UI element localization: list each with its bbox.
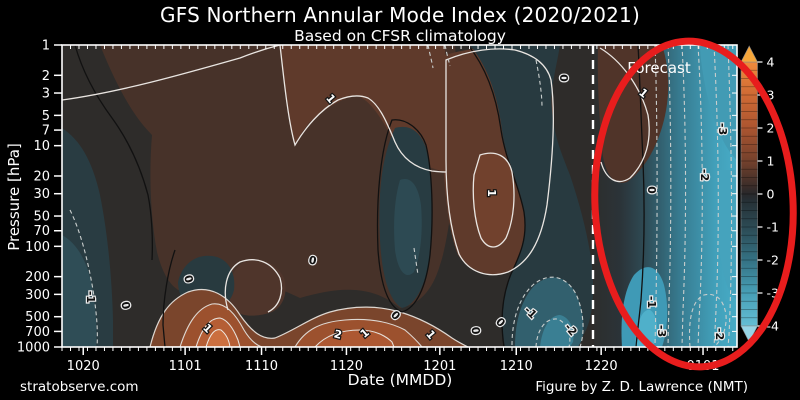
y-tick-label: 20: [33, 169, 50, 184]
colorbar-tick-label: -1: [767, 220, 779, 235]
contour-label: -2: [698, 169, 711, 181]
chart-subtitle: Based on CFSR climatology: [294, 27, 506, 45]
fill-brown-inner-oval: [473, 153, 514, 247]
fill-brown-small-blob: [229, 259, 286, 316]
colorbar-tick-label: 4: [767, 55, 775, 70]
fill-forecast-brown: [597, 45, 669, 183]
x-tick-label: 1020: [67, 359, 100, 374]
y-tick-label: 100: [25, 240, 50, 255]
contour-label: 0: [557, 74, 570, 82]
y-tick-label: 7: [42, 124, 50, 139]
chart-title: GFS Northern Annular Mode Index (2020/20…: [160, 3, 640, 27]
fill-orange-4: [205, 329, 231, 347]
credit-text: Figure by Z. D. Lawrence (NMT): [535, 379, 748, 395]
zero-contours: [74, 45, 645, 347]
colorbar-arrow-bottom: [740, 325, 758, 343]
y-tick-label: 70: [33, 224, 50, 239]
colorbar-tick-label: 0: [767, 187, 775, 202]
plot-frame: [61, 44, 738, 348]
contour-label: -1: [84, 291, 97, 303]
positive-contours: [62, 45, 650, 313]
contour-field: [62, 45, 737, 347]
contour-label: -3: [716, 123, 729, 135]
colorbar-tick-label: 3: [767, 88, 775, 103]
forecast-highlight-ellipse: [591, 37, 797, 371]
x-tick-label: 1120: [330, 359, 363, 374]
contour-label: -3: [655, 325, 668, 337]
contour-label: 1: [485, 189, 498, 197]
fill-teal-j-bottom-core: [540, 315, 574, 347]
fill-teal-left-core: [62, 235, 97, 347]
y-tick-label: 3: [42, 87, 50, 102]
y-tick-label: 5: [42, 109, 50, 124]
y-tick-label: 300: [25, 288, 50, 303]
contour-label: 0: [645, 186, 658, 194]
x-tick-label: 1220: [585, 359, 618, 374]
fill-forecast-cyan-topright: [700, 45, 737, 160]
fill-brown-main: [100, 45, 458, 308]
y-tick-label: 10: [33, 139, 50, 154]
contour-label: -1: [645, 296, 658, 308]
colorbar-tick-label: 1: [767, 154, 775, 169]
y-tick-label: 30: [33, 187, 50, 202]
x-tick-label: 1201: [423, 359, 456, 374]
y-tick-label: 50: [33, 210, 50, 225]
contour-label: 0: [469, 326, 483, 335]
contour-label: -2: [713, 328, 726, 340]
y-tick-label: 200: [25, 270, 50, 285]
y-tick-label: 500: [25, 310, 50, 325]
fill-orange-3b: [314, 329, 395, 347]
x-tick-label: 1210: [500, 359, 533, 374]
negative-contours: [69, 45, 733, 347]
watermark-site: stratobserve.com: [20, 379, 139, 395]
colorbar-tick-label: 2: [767, 121, 775, 136]
y-tick-label: 700: [25, 325, 50, 340]
colorbar-tick-label: -2: [767, 253, 779, 268]
y-tick-label: 1000: [17, 341, 50, 356]
x-tick-label: 1101: [169, 359, 202, 374]
colorbar-arrow-top: [740, 45, 758, 63]
y-tick-label: 2: [42, 69, 50, 84]
x-axis-label: Date (MMDD): [347, 371, 453, 389]
fill-teal-j-region: [470, 45, 594, 347]
y-tick-label: 1: [42, 39, 50, 54]
fill-teal-column-core: [394, 179, 422, 276]
x-tick-label: 1110: [245, 359, 278, 374]
